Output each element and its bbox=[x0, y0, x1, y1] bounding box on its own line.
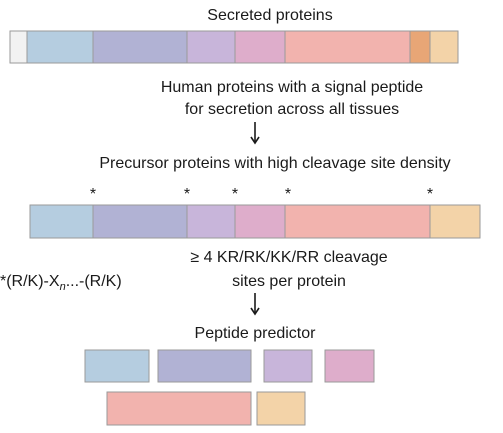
segment bbox=[429, 204, 481, 239]
peptide bbox=[324, 349, 375, 383]
arrow bbox=[250, 122, 260, 145]
peptide bbox=[157, 349, 252, 383]
segment bbox=[29, 204, 94, 239]
segment bbox=[234, 30, 286, 64]
peptide bbox=[256, 391, 306, 426]
peptide bbox=[106, 391, 252, 426]
arrow bbox=[250, 293, 260, 316]
signal-segment bbox=[9, 30, 28, 64]
cleavage-marker: * bbox=[90, 186, 96, 203]
peptide-boxes bbox=[84, 349, 375, 426]
precursor-protein-bar bbox=[29, 204, 481, 239]
segment bbox=[409, 30, 431, 64]
cleavage-marker: * bbox=[285, 186, 291, 203]
motif: *(R/K)-Xn...-(R/K) bbox=[0, 273, 122, 293]
step-text: for secretion across all tissues bbox=[185, 101, 399, 118]
peptide bbox=[84, 349, 150, 383]
cleavage-marker: * bbox=[232, 186, 238, 203]
title: Secreted proteins bbox=[207, 7, 332, 24]
segment bbox=[284, 204, 431, 239]
segment bbox=[234, 204, 286, 239]
step-title: Peptide predictor bbox=[195, 325, 317, 342]
segment bbox=[186, 204, 236, 239]
segment bbox=[284, 30, 411, 64]
segment bbox=[429, 30, 459, 64]
cleavage-marker: * bbox=[184, 186, 190, 203]
step-title: Precursor proteins with high cleavage si… bbox=[99, 155, 450, 172]
peptide bbox=[263, 349, 313, 383]
motif-subscript: n bbox=[60, 281, 66, 293]
segment bbox=[92, 204, 188, 239]
motif-text: ...-(R/K) bbox=[66, 273, 122, 290]
cleavage-marker: * bbox=[427, 186, 433, 203]
step-text: sites per protein bbox=[232, 273, 346, 290]
step-text: Human proteins with a signal peptide bbox=[161, 79, 423, 96]
segment bbox=[26, 30, 94, 64]
motif-text: *(R/K)-X bbox=[0, 273, 60, 290]
segment bbox=[92, 30, 188, 64]
step-text: ≥ 4 KR/RK/KK/RR cleavage bbox=[190, 249, 387, 266]
segment bbox=[186, 30, 236, 64]
secreted-protein-bar bbox=[9, 30, 459, 64]
